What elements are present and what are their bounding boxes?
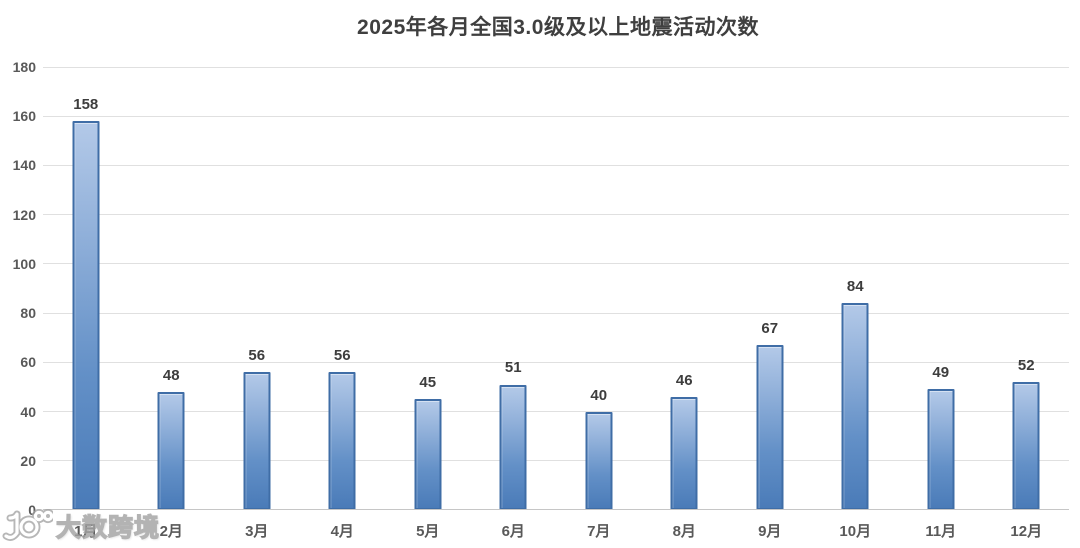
bar-3月 [243, 372, 271, 510]
y-tick-label-160: 160 [12, 108, 36, 125]
bar-slot-1月: 158 [43, 67, 129, 510]
x-tick-label-12月: 12月 [1010, 523, 1043, 540]
y-tick-label-180: 180 [12, 59, 36, 75]
y-tick-label-0: 0 [28, 502, 36, 518]
gridline-60 [43, 361, 1069, 363]
y-tick-label-40: 40 [20, 403, 36, 420]
bar-slot-9月: 67 [727, 67, 813, 510]
gridline-40 [43, 411, 1069, 413]
value-label-6月: 51 [504, 359, 522, 377]
bar-11月 [927, 389, 955, 510]
bar-slot-10月: 84 [813, 67, 899, 510]
x-tick-label-10月: 10月 [839, 523, 872, 540]
x-tick-label-5月: 5月 [416, 523, 440, 540]
bar-2月 [157, 391, 185, 510]
y-tick-label-80: 80 [20, 305, 36, 322]
bar-5月 [414, 399, 442, 510]
x-tick-label-3月: 3月 [245, 523, 269, 540]
x-tick-label-7月: 7月 [587, 523, 611, 540]
gridline-180 [43, 66, 1069, 68]
x-tick-label-11月: 11月 [925, 523, 957, 540]
x-tick-label-6月: 6月 [501, 523, 525, 540]
bar-slot-2月: 48 [129, 67, 215, 510]
plot-area: 158 48 56 56 45 51 40 46 67 84 49 52 [43, 66, 1069, 510]
x-tick-label-8月: 8月 [672, 523, 696, 540]
bar-slot-3月: 56 [214, 67, 300, 510]
gridline-140 [43, 164, 1069, 166]
bar-1月 [72, 121, 100, 510]
x-tick-label-2月: 2月 [159, 523, 183, 540]
x-tick-label-4月: 4月 [330, 523, 354, 540]
bar-7月 [585, 411, 613, 510]
value-label-3月: 56 [248, 347, 266, 365]
bar-6月 [499, 384, 527, 510]
gridline-160 [43, 115, 1069, 117]
bar-8月 [670, 396, 698, 510]
bar-12月 [1012, 382, 1040, 510]
value-label-12月: 52 [1017, 357, 1035, 375]
x-axis-labels: 1月 2月 3月 4月 5月 6月 7月 8月 9月 10月 11月 12月 [43, 520, 1069, 541]
bar-slot-8月: 46 [642, 67, 728, 510]
bar-9月 [756, 345, 784, 510]
bar-slot-6月: 51 [471, 67, 557, 510]
bar-slot-11月: 49 [898, 67, 984, 510]
value-label-8月: 46 [675, 371, 693, 389]
y-tick-label-120: 120 [12, 206, 36, 223]
bar-4月 [328, 372, 356, 510]
x-axis-line [43, 509, 1069, 510]
value-label-11月: 49 [932, 364, 950, 382]
bar-slot-7月: 40 [556, 67, 642, 510]
bar-slot-12月: 52 [984, 67, 1070, 510]
value-label-7月: 40 [590, 386, 608, 404]
value-label-1月: 158 [73, 96, 99, 114]
value-label-10月: 84 [846, 278, 864, 296]
bar-slot-5月: 45 [385, 67, 471, 510]
y-tick-label-60: 60 [20, 354, 36, 371]
bar-series: 158 48 56 56 45 51 40 46 67 84 49 52 [43, 67, 1069, 510]
gridline-120 [43, 214, 1069, 216]
value-label-5月: 45 [419, 374, 437, 392]
y-tick-label-140: 140 [12, 157, 36, 174]
gridline-20 [43, 460, 1069, 462]
value-label-9月: 67 [761, 320, 779, 338]
value-label-2月: 48 [162, 366, 180, 384]
chart-title: 2025年各月全国3.0级及以上地震活动次数 [357, 16, 759, 39]
bar-10月 [841, 303, 869, 510]
x-tick-label-9月: 9月 [758, 523, 782, 540]
y-tick-label-20: 20 [20, 452, 36, 469]
gridline-100 [43, 263, 1069, 265]
gridline-80 [43, 312, 1069, 314]
x-tick-label-1月: 1月 [74, 523, 98, 540]
value-label-4月: 56 [333, 347, 351, 365]
bar-slot-4月: 56 [300, 67, 386, 510]
y-tick-label-100: 100 [12, 255, 36, 272]
